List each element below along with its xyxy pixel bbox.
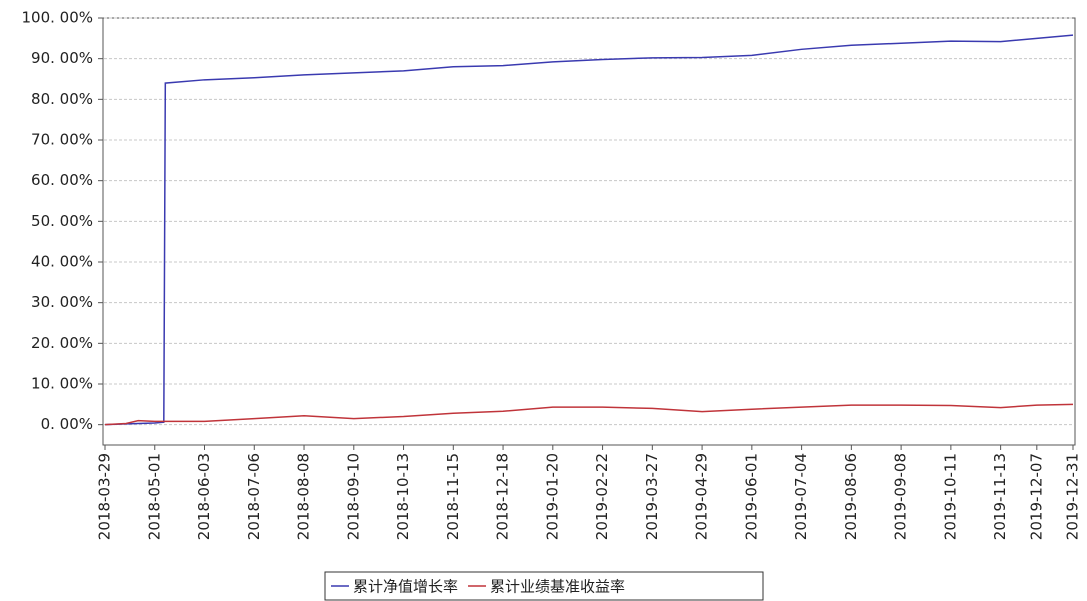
x-tick-label: 2019-03-27 <box>643 453 661 540</box>
y-tick-label: 20. 00% <box>31 334 93 352</box>
y-tick-label: 90. 00% <box>31 49 93 67</box>
x-tick-label: 2018-11-15 <box>444 453 462 540</box>
x-tick-label: 2019-01-20 <box>543 453 561 540</box>
y-tick-label: 80. 00% <box>31 90 93 108</box>
y-tick-label: 70. 00% <box>31 131 93 149</box>
x-tick-label: 2019-09-08 <box>892 453 910 540</box>
y-tick-label: 100. 00% <box>21 9 93 27</box>
series-line <box>104 403 1074 426</box>
x-tick-label: 2018-05-01 <box>145 453 163 540</box>
x-tick-label: 2019-12-31 <box>1064 453 1082 540</box>
x-tick-label: 2018-10-13 <box>394 453 412 540</box>
x-tick-label: 2019-07-04 <box>792 453 810 540</box>
x-tick-label: 2018-12-18 <box>494 453 512 540</box>
legend-box <box>324 571 764 601</box>
x-tick-label: 2019-06-01 <box>742 453 760 540</box>
y-tick-label: 0. 00% <box>41 415 93 433</box>
x-tick-label: 2019-10-11 <box>941 453 959 540</box>
y-tick-label: 60. 00% <box>31 171 93 189</box>
legend-label: 累计业绩基准收益率 <box>490 578 625 596</box>
x-tick-label: 2019-04-29 <box>693 453 711 540</box>
x-tick-label: 2019-08-06 <box>842 453 860 540</box>
y-tick-label: 30. 00% <box>31 293 93 311</box>
y-tick-label: 10. 00% <box>31 375 93 393</box>
x-tick-label: 2019-02-22 <box>593 453 611 540</box>
x-tick-label: 2019-12-07 <box>1027 453 1045 540</box>
legend-label: 累计净值增长率 <box>353 578 458 596</box>
plot-frame <box>102 17 1076 446</box>
x-tick-label: 2018-06-03 <box>195 453 213 540</box>
x-tick-label: 2018-03-29 <box>96 453 114 540</box>
x-tick-label: 2018-08-08 <box>295 453 313 540</box>
y-tick-label: 50. 00% <box>31 212 93 230</box>
x-tick-label: 2018-07-06 <box>245 453 263 540</box>
x-tick-label: 2018-09-10 <box>344 453 362 540</box>
y-tick-label: 40. 00% <box>31 253 93 271</box>
series-line <box>104 34 1074 426</box>
x-tick-label: 2019-11-13 <box>991 453 1009 540</box>
